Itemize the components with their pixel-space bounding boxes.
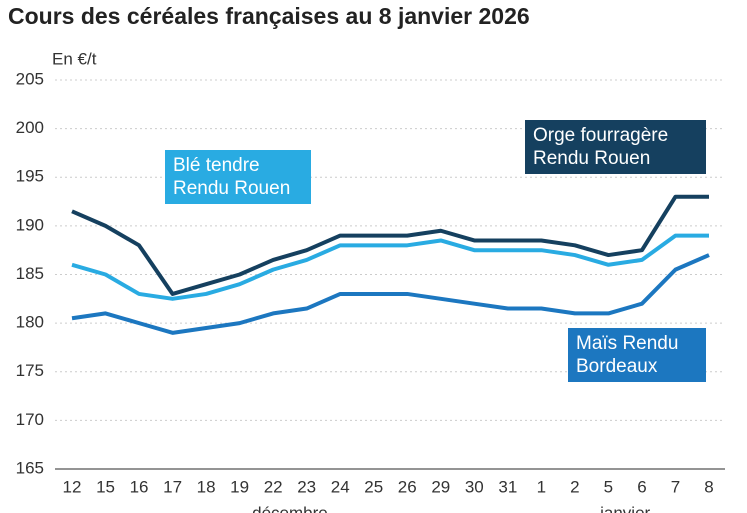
y-tick-label: 175 [16, 361, 44, 380]
series-line [71, 253, 710, 335]
y-tick-label: 200 [16, 118, 44, 137]
x-tick-label: 25 [364, 477, 383, 496]
x-tick-label: 12 [63, 477, 82, 496]
x-tick-label: 16 [130, 477, 149, 496]
y-tick-label: 170 [16, 410, 44, 429]
x-tick-label: 15 [96, 477, 115, 496]
y-axis-label: En €/t [52, 49, 97, 68]
series-label: Maïs Rendu Bordeaux [568, 328, 706, 382]
x-tick-label: 31 [498, 477, 517, 496]
x-tick-label: 30 [465, 477, 484, 496]
month-label: décembre [252, 503, 328, 513]
x-tick-label: 18 [197, 477, 216, 496]
x-tick-label: 23 [297, 477, 316, 496]
y-tick-label: 165 [16, 458, 44, 477]
chart-title: Cours des céréales françaises au 8 janvi… [8, 3, 530, 29]
y-tick-label: 185 [16, 264, 44, 283]
x-tick-label: 26 [398, 477, 417, 496]
y-tick-label: 190 [16, 215, 44, 234]
series-label: Blé tendre Rendu Rouen [165, 150, 311, 204]
x-tick-label: 19 [230, 477, 249, 496]
x-tick-label: 24 [331, 477, 350, 496]
x-tick-label: 7 [671, 477, 680, 496]
y-tick-label: 195 [16, 167, 44, 186]
y-tick-label: 205 [16, 69, 44, 88]
x-tick-label: 22 [264, 477, 283, 496]
y-tick-label: 180 [16, 313, 44, 332]
x-tick-label: 2 [570, 477, 579, 496]
x-tick-label: 29 [431, 477, 450, 496]
series-label: Orge fourragère Rendu Rouen [525, 120, 706, 174]
series-line [71, 233, 709, 301]
x-tick-label: 17 [163, 477, 182, 496]
x-tick-label: 8 [704, 477, 713, 496]
x-tick-label: 6 [637, 477, 646, 496]
series-line [71, 194, 709, 296]
month-label: janvier [599, 503, 650, 513]
x-tick-label: 5 [604, 477, 613, 496]
x-tick-label: 1 [537, 477, 546, 496]
